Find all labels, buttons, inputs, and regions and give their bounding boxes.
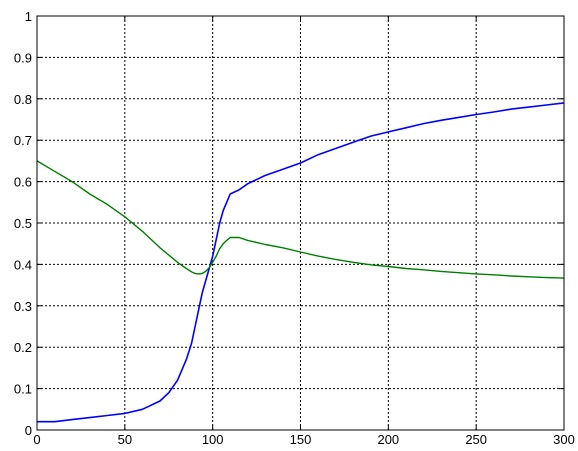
y-tick-label: 0.4 xyxy=(14,257,32,272)
x-tick-label: 100 xyxy=(202,432,224,447)
y-tick-label: 0 xyxy=(25,423,32,438)
y-tick-label: 0.1 xyxy=(14,382,32,397)
series-layer xyxy=(36,102,565,423)
x-tick-label: 150 xyxy=(290,432,312,447)
y-tick-label: 0.8 xyxy=(14,92,32,107)
x-tick-label: 300 xyxy=(553,432,575,447)
x-tick-label: 250 xyxy=(465,432,487,447)
grid-layer xyxy=(37,16,564,430)
y-tick-label: 1 xyxy=(25,9,32,24)
series-line-1 xyxy=(37,102,565,423)
tick-label-layer: 0 50 100 150 200 250 300 0 0.1 0.2 0.3 0.4 0.5 0.6 0.7… xyxy=(14,9,575,447)
y-tick-label: 0.2 xyxy=(14,340,32,355)
y-tick-label: 0.6 xyxy=(14,175,32,190)
y-tick-label: 0.9 xyxy=(14,50,32,65)
series-line-2 xyxy=(36,160,565,279)
x-tick-label: 50 xyxy=(118,432,132,447)
plot-frame xyxy=(36,15,565,431)
x-tick-label: 0 xyxy=(33,432,40,447)
y-tick-label: 0.5 xyxy=(14,216,32,231)
tick-layer xyxy=(36,15,565,431)
x-tick-label: 200 xyxy=(377,432,399,447)
y-tick-label: 0.7 xyxy=(14,133,32,148)
y-tick-label: 0.3 xyxy=(14,299,32,314)
